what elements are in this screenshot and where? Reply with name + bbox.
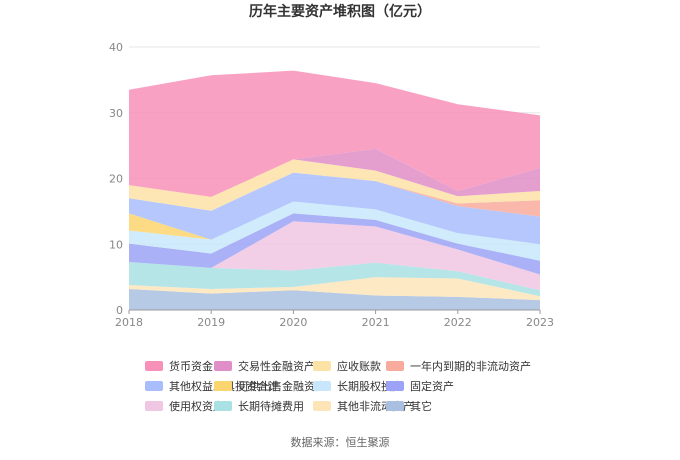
x-tick-label: 2020	[279, 316, 307, 329]
area-series-其他权益工具投资合计	[129, 172, 540, 245]
legend[interactable]: 货币资金交易性金融资产应收账款一年内到期的非流动资产其他权益工具投资合计可供出售…	[145, 359, 531, 413]
legend-swatch	[145, 381, 163, 391]
axes: 0 10 20 30 40 2018 2019 2020 2021 2022 2023	[109, 41, 554, 329]
area-series-货币资金	[129, 70, 540, 197]
legend-label: 货币资金	[169, 359, 213, 373]
y-tick-label: 30	[109, 107, 123, 120]
legend-swatch	[386, 401, 404, 411]
area-series-应收账款	[129, 159, 540, 211]
legend-swatch	[214, 361, 232, 371]
x-tick-label: 2019	[197, 316, 225, 329]
legend-swatch	[145, 361, 163, 371]
legend-swatch	[313, 381, 331, 391]
x-tick-label: 2021	[362, 316, 390, 329]
area-series-group	[129, 70, 540, 310]
legend-swatch	[214, 401, 232, 411]
legend-item[interactable]: 长期待摊费用	[214, 399, 304, 413]
legend-item[interactable]: 交易性金融资产	[214, 359, 315, 373]
legend-label: 应收账款	[337, 359, 381, 373]
legend-label: 固定资产	[410, 379, 454, 393]
legend-swatch	[313, 401, 331, 411]
area-series-其他非流动资产	[129, 277, 540, 301]
y-tick-label: 20	[109, 173, 123, 186]
legend-item[interactable]: 固定资产	[386, 379, 454, 393]
source-note: 数据来源：恒生聚源	[291, 435, 390, 449]
legend-swatch	[145, 401, 163, 411]
area-series-固定资产	[129, 213, 540, 275]
y-tick-label: 10	[109, 238, 123, 251]
legend-item[interactable]: 应收账款	[313, 359, 381, 373]
legend-item[interactable]: 一年内到期的非流动资产	[386, 359, 531, 373]
legend-label: 长期待摊费用	[238, 399, 304, 413]
legend-item[interactable]: 其它	[386, 399, 432, 413]
y-tick-label: 40	[109, 41, 123, 54]
chart-title: 历年主要资产堆积图（亿元）	[249, 3, 431, 20]
legend-item[interactable]: 货币资金	[145, 359, 213, 373]
area-series-使用权资产	[129, 221, 540, 291]
area-series-长期股权投资	[129, 201, 540, 261]
legend-label: 可供出售金融资产	[238, 379, 326, 393]
legend-item[interactable]: 可供出售金融资产	[214, 379, 326, 393]
x-tick-label: 2018	[115, 316, 143, 329]
legend-label: 使用权资产	[169, 399, 224, 413]
legend-label: 其它	[410, 399, 432, 413]
legend-swatch	[313, 361, 331, 371]
x-tick-label: 2023	[526, 316, 554, 329]
legend-label: 一年内到期的非流动资产	[410, 359, 531, 373]
area-series-其它	[129, 288, 540, 310]
y-tick-label: 0	[116, 304, 123, 317]
legend-item[interactable]: 使用权资产	[145, 399, 224, 413]
legend-swatch	[214, 381, 232, 391]
legend-swatch	[386, 361, 404, 371]
legend-label: 交易性金融资产	[238, 359, 315, 373]
legend-swatch	[386, 381, 404, 391]
area-series-交易性金融资产	[129, 148, 540, 197]
area-series-长期待摊费用	[129, 262, 540, 297]
x-tick-label: 2022	[444, 316, 472, 329]
